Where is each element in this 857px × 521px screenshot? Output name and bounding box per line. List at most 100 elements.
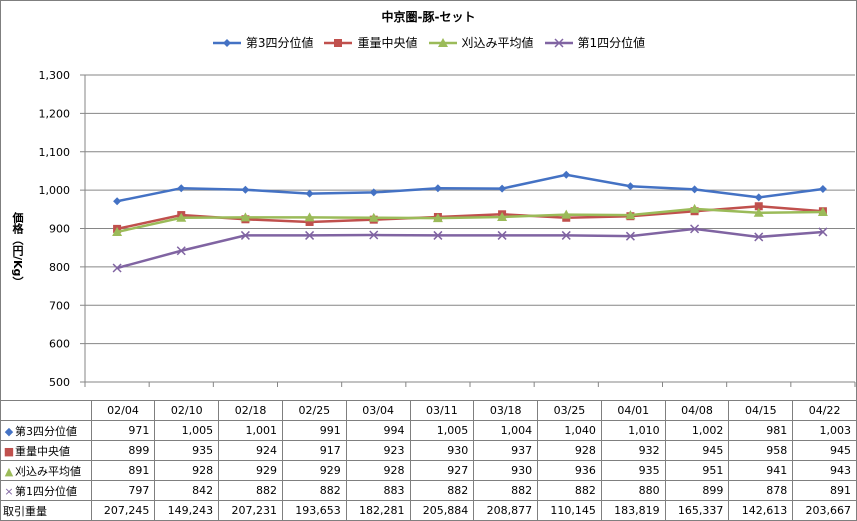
data-label: 928 [537, 440, 602, 461]
data-point [433, 184, 442, 193]
legend-marker [437, 37, 448, 47]
row-label: 第3四分位値 [15, 424, 77, 438]
data-label: 110,145 [537, 500, 602, 521]
table-row: ■重量中央値 899 935 924 917 923 930 937 928 932 945 958 9… [0, 440, 857, 461]
row-marker-icon: ■ [3, 444, 15, 458]
data-label: 1,010 [600, 420, 666, 441]
data-point [753, 207, 764, 217]
data-point [112, 226, 123, 236]
x-tick-label: 03/04 [345, 400, 411, 421]
y-tick-label: 600 [49, 338, 70, 351]
x-tick-label: 04/15 [728, 400, 794, 421]
y-tick-label: 800 [49, 261, 70, 274]
legend-marker [553, 37, 564, 48]
data-point [369, 188, 378, 197]
data-label: 935 [154, 440, 220, 461]
data-label: 943 [792, 460, 857, 481]
data-label: 165,337 [664, 500, 730, 521]
data-label: 882 [218, 480, 283, 501]
data-label: 203,667 [792, 500, 857, 521]
data-point [561, 230, 571, 240]
y-tick-label: 1,200 [39, 107, 71, 120]
data-label: 149,243 [154, 500, 220, 521]
x-tick-label: 04/22 [792, 400, 857, 421]
data-point [176, 246, 186, 256]
data-point [497, 230, 507, 240]
data-point [625, 231, 635, 241]
data-point [305, 230, 315, 240]
data-label: 923 [345, 440, 411, 461]
x-tick-label: 03/18 [473, 400, 539, 421]
series-4 [112, 224, 828, 273]
data-point [754, 232, 764, 242]
y-axis-label: 価格（円/Kg） [11, 212, 24, 288]
data-point [754, 202, 763, 211]
legend-swatch [428, 37, 457, 47]
data-label: 882 [537, 480, 602, 501]
data-label: 207,231 [218, 500, 283, 521]
data-label: 1,001 [218, 420, 283, 441]
data-label: 842 [154, 480, 220, 501]
y-tick-label: 1,000 [39, 184, 71, 197]
data-label: 1,002 [664, 420, 730, 441]
x-tick-label: 02/04 [90, 400, 156, 421]
row-label: 取引重量 [3, 504, 47, 518]
legend-item: 刈込み平均値 [428, 34, 534, 51]
data-table: 02/04 02/10 02/18 02/25 03/04 03/11 03/18 03/25… [0, 400, 857, 521]
data-point [304, 212, 315, 222]
data-label: 1,040 [537, 420, 602, 441]
legend-label: 第1四分位値 [577, 36, 646, 50]
table-header-row: 02/04 02/10 02/18 02/25 03/04 03/11 03/18 03/25… [0, 400, 857, 421]
row-header: ■重量中央値 [0, 440, 92, 461]
data-label: 193,653 [281, 500, 347, 521]
y-tick-label: 1,100 [39, 146, 71, 159]
data-point [433, 230, 443, 240]
data-point [113, 197, 122, 206]
data-label: 941 [728, 460, 794, 481]
data-label: 935 [600, 460, 666, 481]
row-label: 第1四分位値 [15, 484, 77, 498]
data-label: 883 [345, 480, 411, 501]
data-label: 991 [281, 420, 347, 441]
data-point [818, 227, 828, 237]
legend-item: 第1四分位値 [544, 34, 646, 51]
data-label: 936 [537, 460, 602, 481]
data-label: 937 [473, 440, 539, 461]
data-label: 880 [600, 480, 666, 501]
table-row: ×第1四分位値 797 842 882 882 883 882 882 882 880 899 878… [0, 480, 857, 501]
data-label: 205,884 [409, 500, 475, 521]
data-point [305, 189, 314, 198]
data-label: 891 [792, 480, 857, 501]
data-label: 924 [218, 440, 283, 461]
chart-title: 中京圏-豚-セット [381, 10, 476, 24]
plot-area: 500 600 700 800 900 1,000 1,100 1,200 1,300 [39, 69, 856, 389]
data-point [177, 184, 186, 193]
data-point [176, 212, 187, 222]
data-point [368, 212, 379, 222]
table-row: 取引重量 207,245 149,243 207,231 193,653 182,281 2… [0, 500, 857, 521]
data-point [689, 203, 700, 213]
series-line [116, 173, 824, 203]
data-label: 932 [600, 440, 666, 461]
x-tick-label: 02/18 [218, 400, 283, 421]
legend-item: 第3四分位値 [212, 34, 313, 51]
data-point [561, 209, 572, 219]
y-tick-label: 900 [49, 223, 70, 236]
data-label: 929 [218, 460, 283, 481]
data-label: 797 [90, 480, 156, 501]
data-label: 930 [473, 460, 539, 481]
y-tick-label: 700 [49, 299, 70, 312]
data-point [817, 206, 828, 216]
data-label: 182,281 [345, 500, 411, 521]
legend-item: 重量中央値 [323, 34, 418, 51]
data-label: 971 [90, 420, 156, 441]
data-point [432, 213, 443, 223]
row-marker-icon: ▲ [4, 464, 14, 478]
data-label: 927 [409, 460, 475, 481]
data-point [625, 210, 636, 220]
data-label: 928 [345, 460, 411, 481]
data-label: 994 [345, 420, 411, 441]
series-line [116, 207, 823, 234]
row-header: ◆ 第3四分位値 [0, 420, 92, 441]
legend-marker [222, 38, 231, 47]
